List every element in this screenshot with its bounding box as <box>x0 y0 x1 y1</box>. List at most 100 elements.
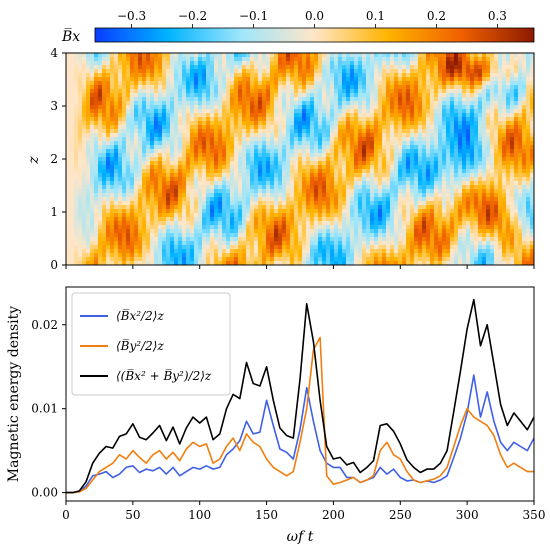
heatmap-cell <box>126 153 131 158</box>
heatmap-cell <box>122 149 127 154</box>
heatmap-cell <box>238 201 243 206</box>
heatmap-cell <box>138 177 143 182</box>
heatmap-cell <box>190 217 195 222</box>
heatmap-cell <box>210 225 215 230</box>
heatmap-cell <box>406 249 411 254</box>
heatmap-cell <box>198 221 203 226</box>
heatmap-cell <box>238 169 243 174</box>
heatmap-cell <box>438 153 443 158</box>
heatmap-cell <box>150 105 155 110</box>
heatmap-cell <box>230 149 235 154</box>
heatmap-cell <box>126 181 131 186</box>
heatmap-cell <box>354 173 359 178</box>
heatmap-cell <box>378 245 383 250</box>
heatmap-cell <box>366 257 371 262</box>
heatmap-cell <box>266 129 271 134</box>
heatmap-cell <box>182 133 187 138</box>
heatmap-cell <box>302 133 307 138</box>
heatmap-cell <box>86 117 91 122</box>
heatmap-cell <box>394 141 399 146</box>
heatmap-cell <box>354 177 359 182</box>
heatmap-cell <box>370 241 375 246</box>
heatmap-cell <box>366 57 371 62</box>
heatmap-cell <box>314 233 319 238</box>
heatmap-cell <box>166 213 171 218</box>
heatmap-cell <box>246 129 251 134</box>
heatmap-cell <box>414 97 419 102</box>
heatmap-cell <box>102 209 107 214</box>
heatmap-cell <box>206 177 211 182</box>
heatmap-cell <box>414 157 419 162</box>
heatmap-cell <box>214 137 219 142</box>
heatmap-cell <box>106 141 111 146</box>
heatmap-cell <box>238 205 243 210</box>
heatmap-cell <box>74 229 79 234</box>
heatmap-cell <box>186 245 191 250</box>
heatmap-cell <box>106 225 111 230</box>
heatmap-cell <box>382 113 387 118</box>
heatmap-cell <box>346 69 351 74</box>
heatmap-cell <box>222 109 227 114</box>
heatmap-cell <box>170 97 175 102</box>
heatmap-cell <box>290 109 295 114</box>
heatmap-cell <box>218 193 223 198</box>
heatmap-cell <box>338 149 343 154</box>
heatmap-cell <box>70 109 75 114</box>
heatmap-cell <box>102 189 107 194</box>
heatmap-cell <box>102 237 107 242</box>
heatmap-cell <box>206 93 211 98</box>
heatmap-cell <box>70 197 75 202</box>
heatmap-cell <box>154 209 159 214</box>
heatmap-cell <box>370 229 375 234</box>
heatmap-cell <box>250 237 255 242</box>
heatmap-cell <box>194 137 199 142</box>
heatmap-cell <box>106 53 111 58</box>
heatmap-cell <box>434 65 439 70</box>
heatmap-cell <box>414 57 419 62</box>
heatmap-cell <box>190 93 195 98</box>
heatmap-cell <box>78 149 83 154</box>
heatmap-cell <box>250 77 255 82</box>
heatmap-cell <box>354 217 359 222</box>
heatmap-cell <box>226 185 231 190</box>
heatmap-cell <box>162 261 167 266</box>
heatmap-cell <box>170 137 175 142</box>
heatmap-cell <box>162 105 167 110</box>
heatmap-cell <box>110 221 115 226</box>
heatmap-cell <box>182 113 187 118</box>
heatmap-cell <box>82 221 87 226</box>
heatmap-cell <box>110 157 115 162</box>
heatmap-cell <box>218 217 223 222</box>
heatmap-cell <box>190 189 195 194</box>
heatmap-cell <box>370 257 375 262</box>
heatmap-cell <box>94 221 99 226</box>
heatmap-cell <box>358 121 363 126</box>
heatmap-cell <box>250 73 255 78</box>
heatmap-cell <box>302 237 307 242</box>
heatmap-cell <box>370 249 375 254</box>
heatmap-cell <box>230 261 235 266</box>
heatmap-cell <box>74 205 79 210</box>
heatmap-cells <box>66 53 535 266</box>
heatmap-cell <box>126 209 131 214</box>
heatmap-cell <box>146 245 151 250</box>
heatmap-cell <box>274 221 279 226</box>
heatmap-cell <box>194 161 199 166</box>
heatmap-cell <box>74 145 79 150</box>
heatmap-cell <box>174 229 179 234</box>
heatmap-cell <box>122 73 127 78</box>
heatmap-cell <box>350 101 355 106</box>
heatmap-cell <box>86 97 91 102</box>
heatmap-cell <box>342 205 347 210</box>
heatmap-cell <box>366 133 371 138</box>
heatmap-cell <box>410 137 415 142</box>
heatmap-cell <box>174 121 179 126</box>
heatmap-cell <box>366 61 371 66</box>
heatmap-cell <box>242 73 247 78</box>
heatmap-cell <box>306 121 311 126</box>
heatmap-cell <box>194 53 199 58</box>
heatmap-cell <box>222 253 227 258</box>
heatmap-cell <box>346 161 351 166</box>
heatmap-cell <box>74 69 79 74</box>
heatmap-cell <box>306 61 311 66</box>
